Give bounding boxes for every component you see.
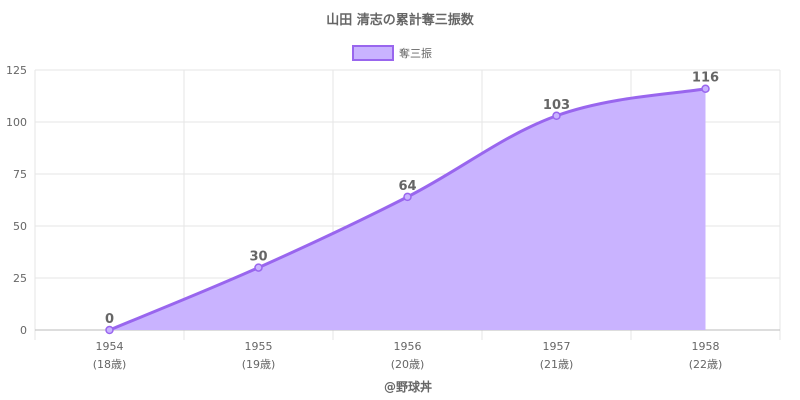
x-tick-sublabel: (20歳) — [391, 358, 425, 371]
plot-area — [105, 84, 710, 335]
data-point — [254, 263, 263, 272]
data-point — [552, 111, 561, 121]
data-label: 116 — [692, 71, 719, 86]
y-tick-label: 75 — [13, 168, 27, 181]
data-point — [105, 325, 114, 335]
data-label: 103 — [543, 98, 570, 113]
data-label: 64 — [398, 179, 416, 194]
x-tick-sublabel: (22歳) — [689, 358, 723, 371]
y-tick-label: 0 — [20, 324, 27, 337]
data-point — [403, 192, 412, 202]
y-tick-label: 25 — [13, 272, 27, 285]
x-tick-label: 1955 — [245, 340, 273, 353]
x-tick-label: 1954 — [96, 340, 124, 353]
data-label: 0 — [105, 312, 114, 327]
x-tick-sublabel: (19歳) — [242, 358, 276, 371]
chart-title: 山田 清志の累計奪三振数 — [326, 12, 475, 28]
x-tick-sublabel: (18歳) — [93, 358, 127, 371]
legend-swatch — [352, 45, 394, 61]
footer-credit: @野球丼 — [384, 379, 432, 394]
x-tick-label: 1956 — [394, 340, 422, 353]
data-label: 30 — [249, 250, 267, 265]
y-tick-label: 50 — [13, 220, 27, 233]
legend-label: 奪三振 — [399, 46, 432, 60]
x-tick-label: 1957 — [543, 340, 571, 353]
data-point — [701, 84, 710, 93]
x-axis: 1954 (18歳) 1955 (19歳) 1956 (20歳) 1957 (21歳) 1958… — [93, 340, 723, 371]
y-axis: 0 25 50 75 100 125 — [6, 64, 27, 337]
y-tick-label: 125 — [6, 64, 27, 77]
y-tick-label: 100 — [6, 116, 27, 129]
x-tick-label: 1958 — [692, 340, 720, 353]
x-tick-sublabel: (21歳) — [540, 358, 574, 371]
legend[interactable]: 奪三振 — [352, 45, 432, 61]
data-labels: 0 30 64 103 116 — [105, 71, 719, 327]
